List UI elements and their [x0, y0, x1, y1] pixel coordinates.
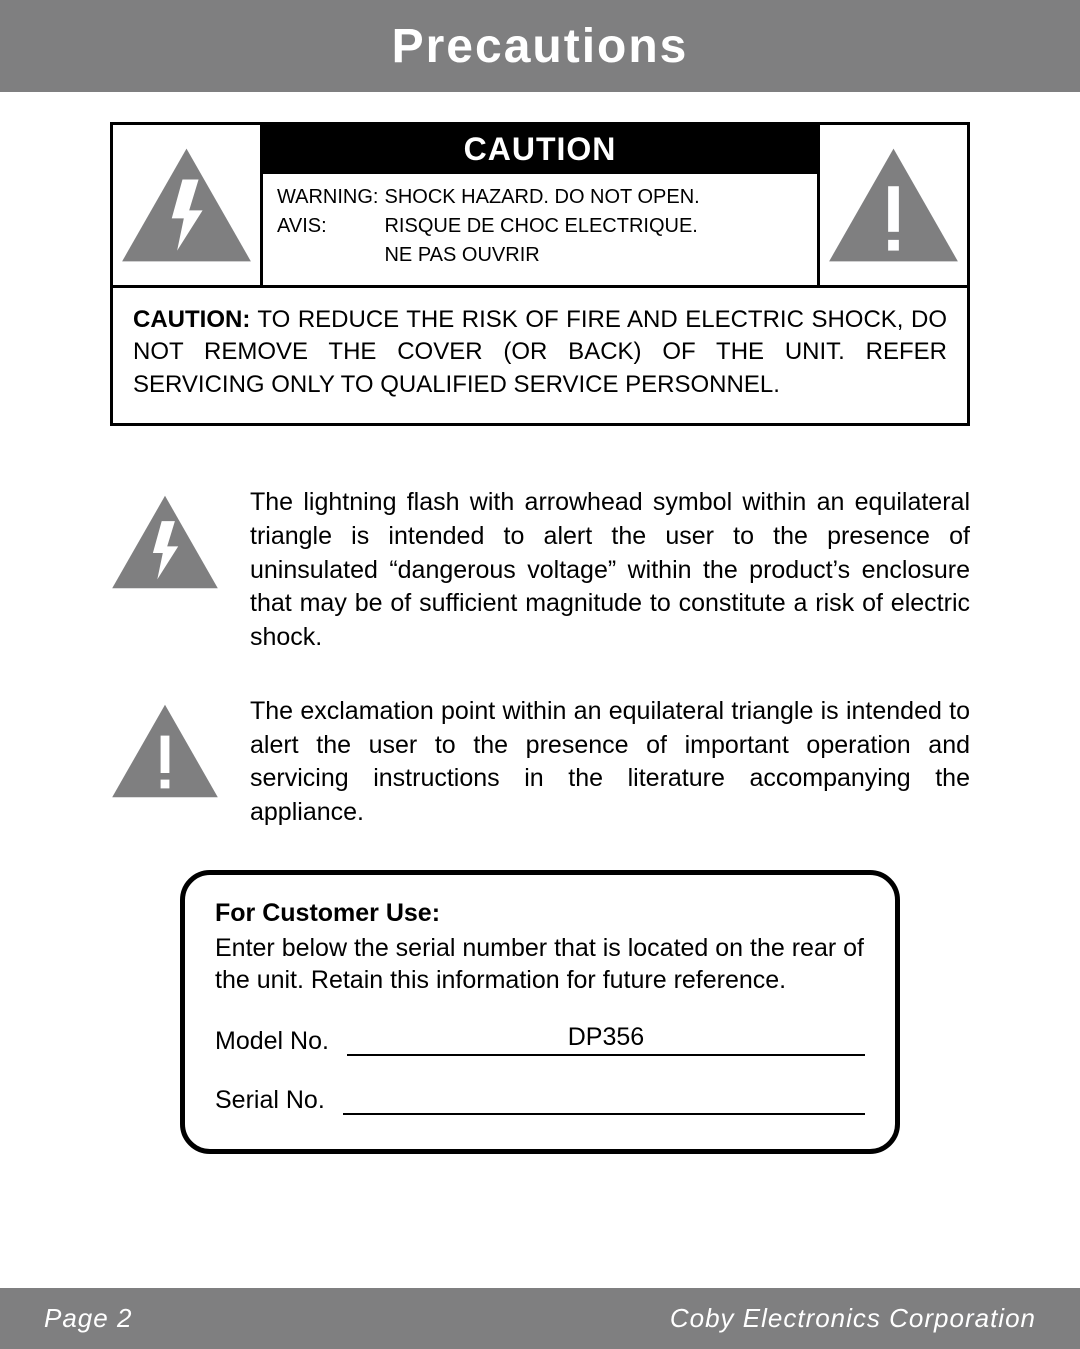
footer-bar: Page 2 Coby Electronics Corporation — [0, 1288, 1080, 1349]
warning-text: SHOCK HAZARD. DO NOT OPEN. — [384, 184, 705, 213]
exclaim-triangle-icon — [826, 146, 961, 264]
caution-body-text: TO REDUCE THE RISK OF FIRE AND ELECTRIC … — [133, 306, 947, 398]
explain-lightning-row: The lightning flash with arrowhead symbo… — [110, 486, 970, 655]
avis-label: AVIS: — [277, 213, 384, 242]
avis-text-2: NE PAS OUVRIR — [384, 242, 705, 271]
warning-label: WARNING: — [277, 184, 384, 213]
content-area: CAUTION WARNING: SHOCK HAZARD. DO NOT OP… — [0, 92, 1080, 1154]
explain-exclaim-text: The exclamation point within an equilate… — [250, 695, 970, 830]
caution-title: CAUTION — [263, 125, 817, 174]
customer-use-box: For Customer Use: Enter below the serial… — [180, 870, 900, 1154]
model-row: Model No. DP356 — [215, 1023, 865, 1056]
page-title: Precautions — [392, 19, 689, 74]
avis-text-1: RISQUE DE CHOC ELECTRIQUE. — [384, 213, 705, 242]
caution-warning-lines: WARNING: SHOCK HAZARD. DO NOT OPEN. AVIS… — [263, 174, 817, 285]
footer-page: Page 2 — [44, 1303, 132, 1334]
customer-instructions: Enter below the serial number that is lo… — [215, 932, 865, 997]
exclaim-icon-large — [110, 701, 220, 801]
explain-lightning-text: The lightning flash with arrowhead symbo… — [250, 486, 970, 655]
exclaim-triangle-icon — [110, 701, 220, 801]
caution-exclaim-cell — [817, 125, 967, 285]
serial-row: Serial No. — [215, 1086, 865, 1115]
caution-lightning-cell — [113, 125, 263, 285]
caution-block: CAUTION WARNING: SHOCK HAZARD. DO NOT OP… — [110, 122, 970, 426]
header-bar: Precautions — [0, 0, 1080, 92]
caution-top-row: CAUTION WARNING: SHOCK HAZARD. DO NOT OP… — [113, 125, 967, 288]
serial-label: Serial No. — [215, 1086, 325, 1115]
customer-heading: For Customer Use: — [215, 899, 865, 928]
model-label: Model No. — [215, 1027, 329, 1056]
lightning-icon-large — [110, 492, 220, 592]
explain-exclaim-row: The exclamation point within an equilate… — [110, 695, 970, 830]
model-value[interactable]: DP356 — [347, 1023, 865, 1056]
serial-value[interactable] — [343, 1087, 865, 1115]
lightning-triangle-icon — [119, 146, 254, 264]
caution-body: CAUTION: TO REDUCE THE RISK OF FIRE AND … — [113, 288, 967, 423]
footer-company: Coby Electronics Corporation — [670, 1303, 1036, 1334]
caution-body-label: CAUTION: — [133, 306, 250, 333]
lightning-triangle-icon — [110, 492, 220, 592]
caution-mid: CAUTION WARNING: SHOCK HAZARD. DO NOT OP… — [263, 125, 817, 285]
